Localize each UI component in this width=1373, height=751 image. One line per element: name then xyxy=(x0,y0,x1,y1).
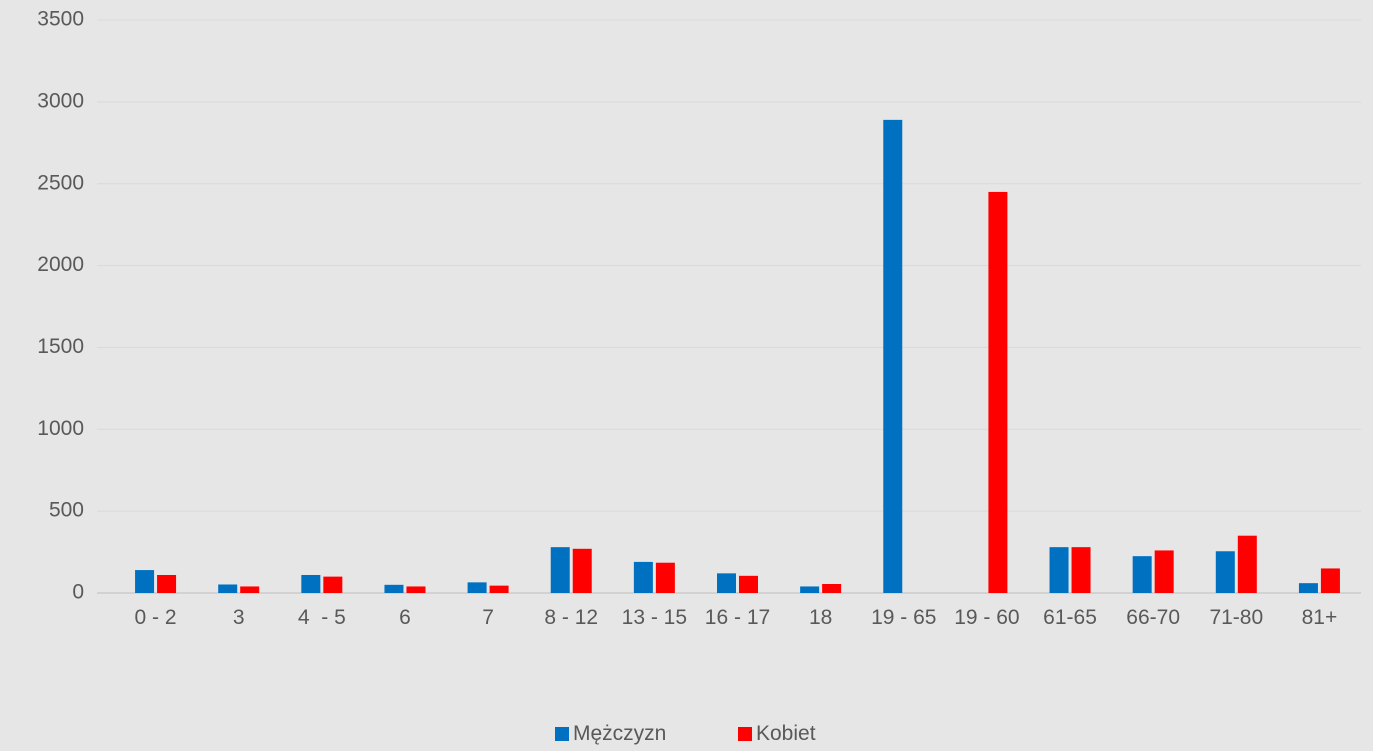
x-tick-label: 81+ xyxy=(1301,606,1338,629)
x-tick-label: 19 - 60 xyxy=(954,606,1020,629)
legend-swatch xyxy=(738,727,752,741)
bar xyxy=(550,547,570,593)
y-tick-label: 500 xyxy=(49,499,84,522)
x-tick-label: 71-80 xyxy=(1209,606,1264,629)
x-tick-label: 18 xyxy=(808,606,833,629)
x-tick-label: 66-70 xyxy=(1126,606,1181,629)
bar xyxy=(406,586,426,593)
bar xyxy=(157,574,177,593)
bar xyxy=(1320,568,1340,593)
x-tick-label: 13 - 15 xyxy=(621,606,688,629)
bar xyxy=(1154,550,1174,593)
bar xyxy=(717,573,736,593)
bar xyxy=(323,576,343,593)
legend-item: Kobiet xyxy=(738,722,816,746)
legend-swatch xyxy=(555,727,569,741)
bar xyxy=(633,561,653,593)
x-tick-label: 4 - 5 xyxy=(297,606,346,629)
x-tick-label: 7 xyxy=(482,606,494,629)
bar xyxy=(822,583,842,593)
x-tick-label: 8 - 12 xyxy=(544,606,599,629)
bar xyxy=(218,584,238,593)
bar xyxy=(988,191,1008,593)
bar xyxy=(739,575,758,593)
bar xyxy=(1132,556,1152,593)
y-tick-label: 3500 xyxy=(37,8,84,31)
legend-item: Mężczyzn xyxy=(555,722,666,746)
bar xyxy=(240,586,260,593)
x-tick-label: 16 - 17 xyxy=(704,606,771,629)
x-tick-label: 61-65 xyxy=(1043,606,1097,629)
bar xyxy=(135,570,155,593)
bar xyxy=(1049,547,1069,593)
bar xyxy=(655,562,675,593)
bar xyxy=(1071,547,1091,593)
x-tick-label: 3 xyxy=(232,606,245,629)
y-tick-label: 3000 xyxy=(37,89,84,112)
bar xyxy=(1237,535,1257,593)
y-tick-label: 1500 xyxy=(37,335,84,358)
x-tick-label: 0 - 2 xyxy=(134,606,177,629)
bar xyxy=(467,582,487,593)
bar xyxy=(489,585,509,593)
bar xyxy=(1298,583,1318,593)
y-tick-label: 2500 xyxy=(37,171,84,194)
x-tick-label: 6 xyxy=(399,606,411,629)
y-tick-label: 2000 xyxy=(37,253,84,276)
bar xyxy=(800,586,820,593)
legend-label: Kobiet xyxy=(756,722,816,745)
x-tick-label: 19 - 65 xyxy=(871,606,937,629)
bar xyxy=(1215,551,1235,593)
y-tick-label: 1000 xyxy=(37,417,84,440)
bar xyxy=(883,119,903,593)
y-tick-label: 0 xyxy=(72,581,84,604)
bar xyxy=(572,548,592,593)
bar xyxy=(301,574,321,593)
bar xyxy=(384,584,404,593)
legend-label: Mężczyzn xyxy=(573,722,667,745)
